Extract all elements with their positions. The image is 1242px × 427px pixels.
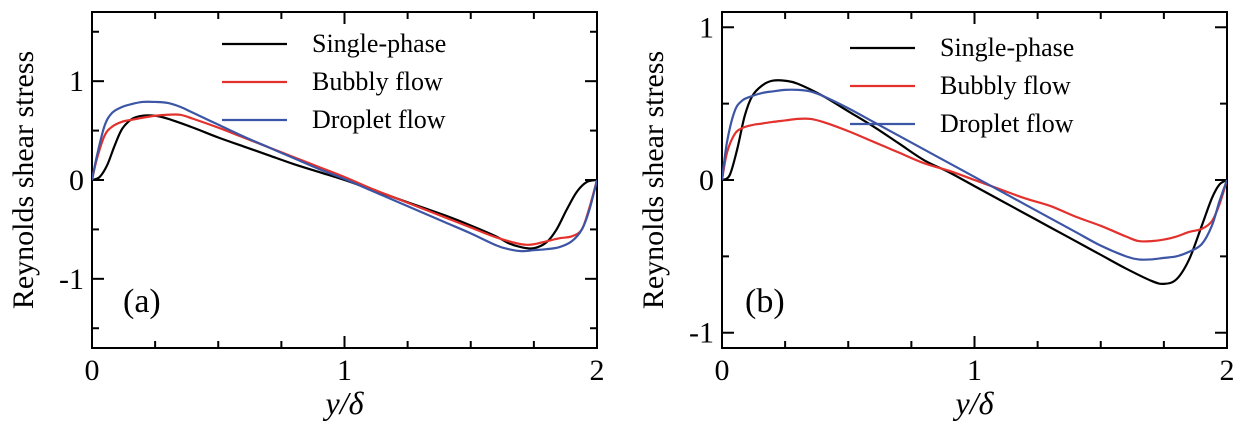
- panel-b-ylabel: Reynolds shear stress: [637, 51, 670, 309]
- panel-b-xtick-label: 0: [715, 354, 730, 387]
- panel-b-ytick-label: 1: [699, 11, 714, 44]
- panel-a-ytick-label: 1: [69, 65, 84, 98]
- panel-b-ytick-label: -1: [689, 317, 714, 350]
- panel-a-xlabel: y/δ: [323, 385, 365, 421]
- panel-b-xlabel: y/δ: [953, 385, 995, 421]
- panel-a-xtick-label: 2: [590, 354, 605, 387]
- panel-a: 0 1 2 -1 0 1 Reynolds shear stress y/δ (a) Single…: [7, 11, 605, 421]
- panel-a-legend-label: Droplet flow: [312, 105, 446, 134]
- panel-a-series-bubbly-flow: [92, 113, 597, 246]
- panel-b-xtick-label: 2: [1220, 354, 1235, 387]
- panel-a-series-droplet-flow: [92, 100, 597, 253]
- panel-b-panel-label: (b): [745, 283, 785, 320]
- panel-a-panel-label: (a): [123, 283, 161, 320]
- panel-a-ytick-label: -1: [59, 263, 84, 296]
- panel-b-series-droplet-flow: [722, 88, 1227, 261]
- panel-a-series-single-phase: [92, 114, 597, 250]
- panel-b-series-bubbly-flow: [722, 117, 1227, 243]
- panel-b-xtick-label: 1: [967, 354, 982, 387]
- panel-b-legend-label: Bubbly flow: [940, 71, 1071, 100]
- panel-b-ytick-label: 0: [699, 164, 714, 197]
- panel-a-ytick-label: 0: [69, 164, 84, 197]
- panel-b-legend: Single-phase Bubbly flow Droplet flow: [850, 33, 1074, 138]
- panel-a-legend-label: Bubbly flow: [312, 67, 443, 96]
- panel-b-legend-label: Droplet flow: [940, 109, 1074, 138]
- panel-a-legend: Single-phase Bubbly flow Droplet flow: [222, 29, 446, 134]
- panel-a-ylabel: Reynolds shear stress: [7, 51, 40, 309]
- panel-b-series-single-phase: [722, 79, 1227, 285]
- panel-a-xtick-label: 1: [337, 354, 352, 387]
- panel-a-xtick-label: 0: [85, 354, 100, 387]
- panel-a-legend-label: Single-phase: [312, 29, 446, 58]
- panel-b-legend-label: Single-phase: [940, 33, 1074, 62]
